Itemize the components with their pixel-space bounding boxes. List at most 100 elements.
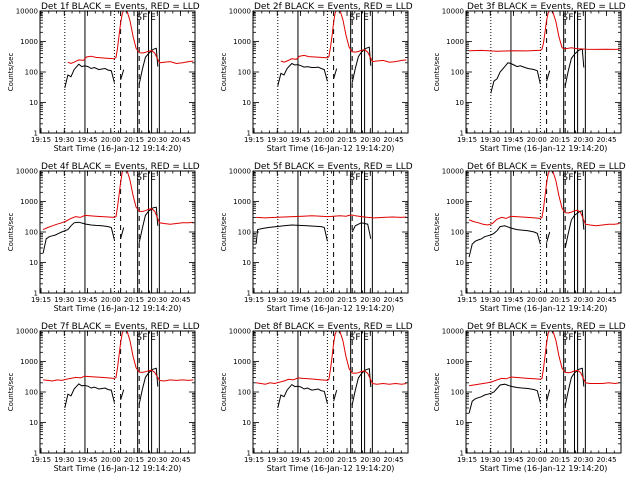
plot-frame	[39, 10, 196, 134]
y-tick-label: 1000	[446, 358, 464, 366]
x-axis-label: Start Time (16-Jan-12 19:14:20)	[267, 144, 395, 153]
series-events-line	[333, 68, 338, 79]
y-tick-label: 10	[455, 99, 464, 107]
x-axis-label: Start Time (16-Jan-12 19:14:20)	[480, 304, 608, 313]
series-events-line	[546, 231, 551, 243]
flag-letter-s: S	[562, 13, 568, 23]
x-tick-label: 19:45	[77, 296, 97, 304]
series-events-line	[138, 206, 159, 243]
series-events-line	[490, 62, 541, 94]
series-group	[468, 171, 620, 258]
series-events-line	[468, 225, 541, 258]
series-events-line	[564, 210, 585, 249]
y-tick-label: 100	[25, 229, 38, 237]
flag-letter-f: F	[142, 13, 147, 23]
plot-frame	[252, 170, 409, 294]
y-tick-label: 10000	[16, 328, 38, 336]
y-tick-label: 1	[34, 290, 38, 298]
y-tick-label: 10	[29, 259, 38, 267]
x-tick-label: 20:00	[314, 136, 334, 144]
flag-letter-s: S	[136, 13, 142, 23]
series-lld-line	[256, 331, 407, 385]
series-lld-line	[280, 11, 407, 63]
y-tick-label: 1000	[446, 198, 464, 206]
y-tick-label: 10000	[16, 168, 38, 176]
panel-title: Det 1f BLACK = Events, RED = LLD	[41, 2, 200, 12]
series-lld-line	[42, 171, 194, 231]
panel-title: Det 9f BLACK = Events, RED = LLD	[467, 322, 626, 332]
x-tick-label: 19:30	[54, 136, 74, 144]
x-tick-label: 19:15	[244, 456, 264, 464]
x-axis-label: Start Time (16-Jan-12 19:14:20)	[480, 464, 608, 473]
x-tick-label: 19:15	[457, 296, 477, 304]
y-tick-label: 10	[242, 259, 251, 267]
y-tick-label: 1000	[20, 38, 38, 46]
flag-letter-s: S	[136, 333, 142, 343]
y-tick-label: 100	[451, 69, 464, 77]
flag-letter-s: S	[136, 173, 142, 183]
x-tick-label: 20:45	[383, 136, 403, 144]
series-events-line	[64, 63, 115, 89]
marker-lines	[277, 11, 373, 133]
x-tick-label: 19:30	[54, 456, 74, 464]
panel-title: Det 3f BLACK = Events, RED = LLD	[467, 2, 626, 12]
x-tick-label: 20:00	[527, 136, 547, 144]
x-tick-label: 20:15	[550, 296, 570, 304]
x-tick-label: 19:15	[31, 456, 51, 464]
y-axis-label: Counts/sec	[220, 213, 228, 252]
y-tick-label: 10	[242, 99, 251, 107]
y-axis-label: Counts/sec	[433, 213, 441, 252]
x-tick-label: 19:15	[31, 296, 51, 304]
x-tick-label: 20:45	[596, 136, 616, 144]
x-tick-label: 20:45	[170, 296, 190, 304]
panel-title: Det 6f BLACK = Events, RED = LLD	[467, 162, 626, 172]
x-tick-label: 20:15	[124, 136, 144, 144]
series-events-line	[277, 383, 328, 409]
plot-frame	[465, 10, 622, 134]
flag-letter-e: E	[576, 13, 582, 23]
flag-letter-e: E	[576, 173, 582, 183]
y-tick-label: 10	[242, 419, 251, 427]
x-tick-label: 20:00	[101, 456, 121, 464]
y-tick-label: 100	[238, 69, 251, 77]
x-tick-label: 20:00	[101, 136, 121, 144]
y-tick-label: 1000	[233, 358, 251, 366]
y-tick-label: 10000	[229, 328, 251, 336]
series-lld-line	[67, 11, 194, 65]
flag-letter-f: F	[568, 13, 573, 23]
series-events-line	[120, 69, 125, 81]
x-tick-label: 19:45	[77, 136, 97, 144]
series-group	[256, 331, 407, 409]
series-events-line	[351, 222, 372, 239]
marker-lines	[490, 11, 586, 133]
series-lld-line	[256, 214, 407, 219]
x-tick-label: 20:00	[314, 296, 334, 304]
x-tick-label: 19:15	[457, 456, 477, 464]
flag-letter-e: E	[150, 333, 156, 343]
panel-title: Det 2f BLACK = Events, RED = LLD	[254, 2, 413, 12]
series-group	[469, 11, 620, 94]
flag-letter-e: E	[150, 173, 156, 183]
x-tick-label: 19:30	[480, 296, 500, 304]
x-tick-label: 20:15	[124, 296, 144, 304]
x-tick-label: 20:15	[550, 456, 570, 464]
series-events-line	[564, 367, 585, 406]
x-tick-label: 20:00	[314, 456, 334, 464]
series-events-line	[351, 368, 372, 405]
x-tick-label: 20:00	[527, 456, 547, 464]
x-tick-label: 20:30	[360, 456, 380, 464]
y-axis-label: Counts/sec	[433, 373, 441, 412]
y-axis-label: Counts/sec	[220, 53, 228, 92]
series-events-line	[546, 70, 551, 82]
x-tick-label: 19:30	[267, 456, 287, 464]
y-tick-label: 10000	[229, 168, 251, 176]
series-events-line	[42, 221, 115, 254]
y-tick-label: 100	[238, 229, 251, 237]
flag-letter-f: F	[355, 173, 360, 183]
x-axis-label: Start Time (16-Jan-12 19:14:20)	[480, 144, 608, 153]
